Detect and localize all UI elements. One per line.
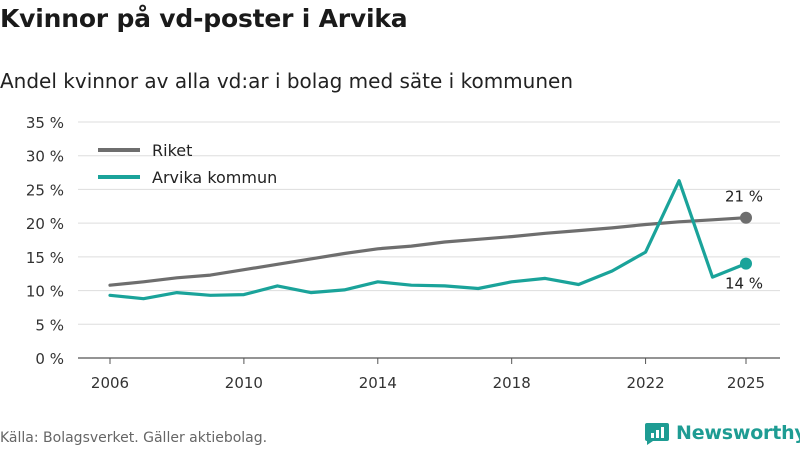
end-value-label: 21 % bbox=[725, 188, 763, 206]
legend: Riket Arvika kommun bbox=[98, 141, 277, 187]
y-tick-label: 0 % bbox=[35, 350, 64, 368]
y-tick-label: 15 % bbox=[26, 249, 64, 267]
y-tick-label: 30 % bbox=[26, 148, 64, 166]
legend-label: Arvika kommun bbox=[152, 168, 277, 187]
end-value-label: 14 % bbox=[725, 275, 763, 293]
end-labels: 21 % 14 % bbox=[725, 188, 763, 293]
grid-lines bbox=[78, 121, 780, 359]
data-point bbox=[740, 211, 752, 224]
series-line-riket bbox=[108, 216, 748, 287]
series-line-arvika bbox=[108, 179, 748, 301]
x-tick-label: 2006 bbox=[91, 374, 129, 392]
x-tick-label: 2022 bbox=[626, 374, 664, 392]
source-note: Källa: Bolagsverket. Gäller aktiebolag. bbox=[0, 430, 268, 446]
series-lines bbox=[108, 179, 752, 301]
axes: 0 % 5 % 10 % 15 % 20 % 25 % 30 % 35 % 2006 2010 20… bbox=[26, 114, 765, 392]
y-tick-label: 35 % bbox=[26, 114, 64, 132]
data-point bbox=[740, 257, 752, 270]
x-tick-label: 2018 bbox=[493, 374, 531, 392]
y-tick-label: 5 % bbox=[35, 316, 64, 334]
y-tick-label: 10 % bbox=[26, 283, 64, 301]
x-tick-label: 2025 bbox=[727, 374, 765, 392]
line-chart: 0 % 5 % 10 % 15 % 20 % 25 % 30 % 35 % 2006 2010 20… bbox=[26, 114, 780, 392]
newsworthy-logo-text: Newsworthy bbox=[676, 422, 800, 444]
legend-label: Riket bbox=[152, 141, 192, 160]
y-tick-label: 20 % bbox=[26, 215, 64, 233]
newsworthy-logo-icon bbox=[645, 423, 669, 445]
x-tick-label: 2010 bbox=[225, 374, 263, 392]
x-tick-label: 2014 bbox=[359, 374, 397, 392]
chart-subtitle: Andel kvinnor av alla vd:ar i bolag med … bbox=[0, 69, 573, 93]
y-tick-label: 25 % bbox=[26, 181, 64, 199]
newsworthy-logo[interactable]: Newsworthy bbox=[644, 420, 800, 446]
chart-title: Kvinnor på vd-poster i Arvika bbox=[0, 4, 408, 33]
